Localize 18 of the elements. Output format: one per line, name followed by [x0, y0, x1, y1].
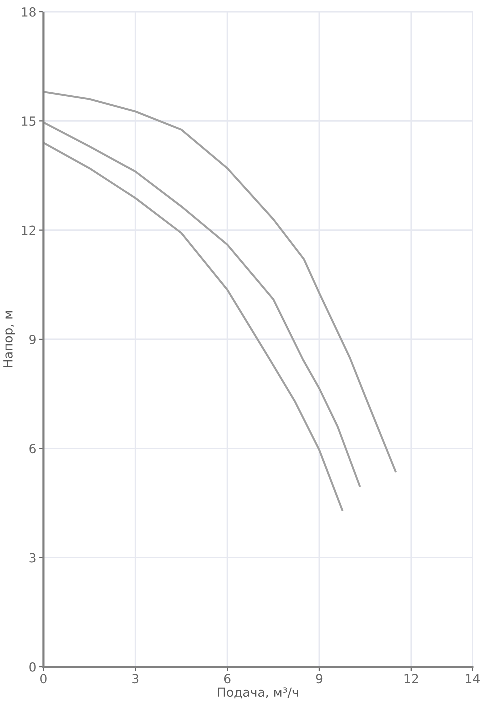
y-tick-label: 0	[30, 662, 36, 672]
x-tick-label: 14	[466, 674, 480, 684]
x-axis-title: Подача, м³/ч	[218, 688, 298, 699]
x-tick-label: 3	[132, 674, 139, 684]
x-tick-label: 0	[40, 674, 47, 684]
line-series	[44, 91, 397, 473]
y-tick-label: 9	[30, 334, 36, 344]
y-tick-label: 18	[22, 7, 36, 17]
y-tick-label: 12	[22, 226, 36, 236]
x-tick-label: 12	[404, 674, 418, 684]
y-tick-label: 3	[30, 553, 36, 563]
line-series	[44, 142, 344, 512]
y-tick-label: 15	[22, 116, 36, 126]
line-series	[44, 122, 361, 488]
x-tick-label: 6	[224, 674, 231, 684]
y-axis-title: Напор, м	[4, 312, 16, 368]
x-tick-label: 9	[316, 674, 323, 684]
y-tick-label: 6	[30, 444, 36, 454]
